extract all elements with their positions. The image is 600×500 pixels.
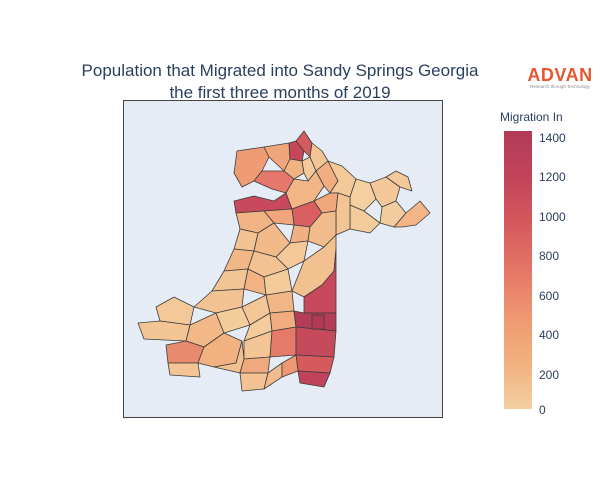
map-panel[interactable] [123, 100, 443, 418]
region-w-2 [263, 208, 295, 226]
region-band-4 [295, 354, 335, 374]
advan-logo: ADVAN Research through Technology [527, 66, 593, 90]
colorbar-tick: 1400 [539, 131, 566, 145]
region-band-5 [281, 354, 299, 378]
colorbar-tick: 800 [539, 249, 560, 263]
colorbar-tick: 200 [539, 368, 560, 382]
region-s-1 [265, 290, 295, 314]
title-line-2: the first three months of 2019 [169, 83, 391, 102]
colorbar-tick: 600 [539, 289, 560, 303]
region-ne-6 [393, 200, 431, 228]
colorbar-tick: 400 [539, 328, 560, 342]
colorbar-tick: 1200 [539, 170, 566, 184]
title-line-1: Population that Migrated into Sandy Spri… [81, 61, 479, 80]
region-n-mid-1 [285, 170, 325, 210]
region-north-4 [283, 158, 305, 180]
colorbar-title: Migration In [500, 110, 563, 124]
region-c-4 [289, 224, 311, 244]
logo-wordmark: ADVAN [527, 65, 593, 85]
region-band-3 [295, 326, 337, 358]
region-fw-3 [137, 320, 191, 342]
region-c-3 [335, 192, 351, 236]
region-band-7 [311, 314, 325, 330]
region-w-8 [211, 268, 249, 292]
region-fw-7 [167, 362, 201, 378]
region-ne-7 [349, 204, 381, 234]
colorbar-tick: 1000 [539, 210, 566, 224]
region-s-6 [239, 356, 271, 374]
colorbar-gradient [504, 131, 532, 409]
region-band-6 [297, 370, 331, 388]
map-title: Population that Migrated into Sandy Spri… [40, 60, 520, 104]
logo-tagline: Research through Technology [530, 84, 590, 89]
region-north-1 [288, 140, 305, 162]
region-fw-2 [155, 296, 195, 326]
colorbar-tick: 0 [539, 403, 546, 417]
region-ne-5 [385, 170, 413, 192]
choropleth-map[interactable] [124, 101, 444, 419]
region-s-5 [269, 326, 297, 358]
